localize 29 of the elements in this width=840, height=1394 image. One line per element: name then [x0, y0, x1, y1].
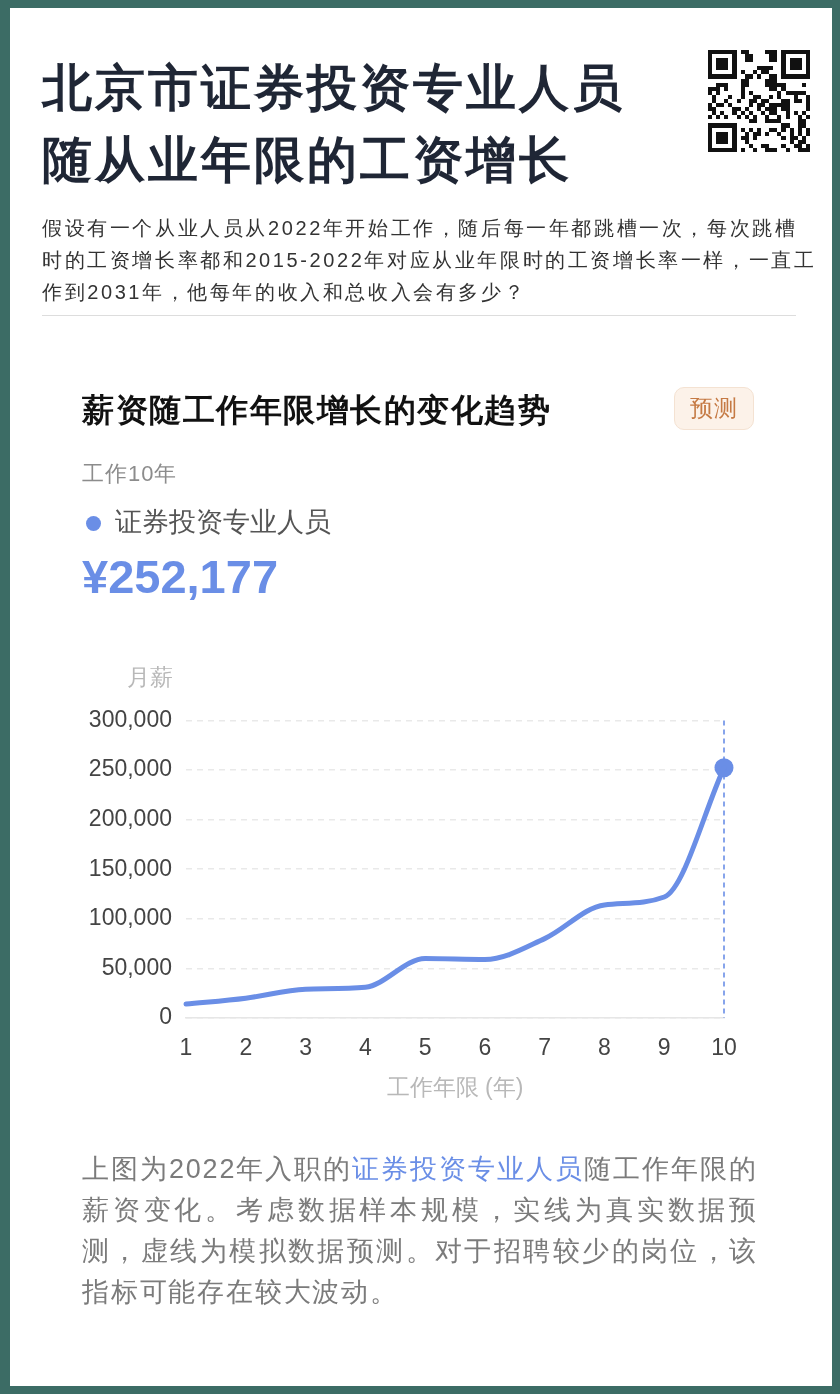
x-tick-label: 3: [299, 1033, 312, 1060]
x-tick-label: 2: [239, 1033, 253, 1060]
text: 证券投资专业人员: [352, 1154, 585, 1184]
y-tick-label: 200,000: [88, 804, 172, 831]
x-tick-label: 1: [179, 1033, 193, 1060]
chart-title: 北京市证券投资专业人员随从业年限的工资增长: [42, 59, 626, 190]
text: 工作10年: [82, 461, 178, 487]
text: 薪资变化。考虑数据样本规模，实线为真实数据预测，虚线为模拟数据预测。对于招聘较少的岗位，该指标可能存在较大波动。: [82, 1195, 758, 1307]
chart-subtitle: 假设有一个从业人员从2022年开始工作，随后每一年都跳槽一次，每次跳槽时的工资增长率都和2015-2022年对应从业年限时的工资增长率一样，一直工作到2031年，他每年的收入和总收入会有多少？: [42, 216, 817, 305]
y-tick-label: 0: [159, 1003, 172, 1030]
y-tick-label: 250,000: [88, 755, 172, 782]
x-tick-label: 10: [711, 1033, 737, 1060]
text: ¥252,177: [82, 549, 279, 603]
x-tick-label: 5: [418, 1033, 432, 1060]
y-tick-label: 150,000: [88, 854, 172, 881]
x-tick-label: 7: [538, 1033, 552, 1060]
y-tick-label: 100,000: [88, 904, 172, 931]
y-axis-title: 月薪: [127, 663, 173, 690]
text: 随工作年限的: [584, 1154, 758, 1184]
x-tick-label: 6: [478, 1033, 492, 1060]
legend-label: 证券投资专业人员: [114, 506, 331, 537]
x-axis-title: 工作年限 (年): [386, 1073, 524, 1100]
y-tick-label: 300,000: [88, 705, 172, 732]
text: 上图为2022年入职的: [82, 1154, 353, 1184]
x-tick-label: 8: [598, 1033, 611, 1060]
text: 薪资随工作年限增长的变化趋势: [82, 391, 551, 430]
y-tick-label: 50,000: [101, 953, 172, 980]
x-tick-label: 9: [657, 1033, 671, 1060]
x-tick-label: 4: [358, 1033, 372, 1060]
